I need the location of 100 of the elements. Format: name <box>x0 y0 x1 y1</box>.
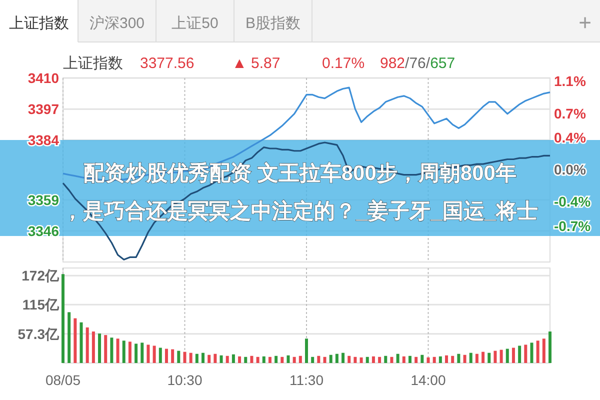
bar <box>244 356 248 363</box>
y2-tick-label: 0.7% <box>554 105 586 122</box>
bar <box>512 348 515 363</box>
bar <box>134 344 138 363</box>
bar <box>128 342 132 363</box>
bar <box>494 350 497 363</box>
bar <box>530 342 534 363</box>
y-tick-label: 57.3亿 <box>18 326 60 342</box>
bar <box>256 356 260 363</box>
x-tick-label: 08/05 <box>45 372 81 388</box>
text: 上证指数 <box>9 15 69 32</box>
bar <box>475 354 478 363</box>
bar <box>463 354 466 363</box>
bar <box>262 356 266 363</box>
bar <box>177 350 180 363</box>
bar <box>469 352 472 363</box>
bar <box>274 356 278 363</box>
bar <box>506 348 509 363</box>
y2-tick-label: 1.1% <box>554 73 586 90</box>
bar <box>548 332 552 363</box>
bar <box>116 338 120 363</box>
bar <box>140 342 144 363</box>
bar <box>62 274 64 363</box>
y-tick-label: 3397 <box>28 101 60 118</box>
bar <box>426 357 430 363</box>
bar <box>238 356 242 363</box>
bar <box>402 356 406 363</box>
bar <box>286 355 290 363</box>
bar <box>432 356 436 363</box>
bar <box>445 355 448 363</box>
bar <box>335 354 338 363</box>
bar <box>329 354 332 363</box>
bar <box>292 356 296 363</box>
bar <box>202 352 205 363</box>
bar <box>390 356 394 363</box>
bar <box>420 354 424 363</box>
y-tick-label: 3346 <box>28 222 60 239</box>
bar <box>146 344 150 363</box>
y-tick-label: 115亿 <box>22 296 60 313</box>
bar <box>372 356 375 363</box>
bar <box>220 355 223 363</box>
text: 上证50 <box>172 15 218 32</box>
bar <box>226 356 229 363</box>
bar <box>232 354 235 363</box>
text: ▲ 5.87 <box>232 55 280 72</box>
bar <box>360 357 363 363</box>
bar <box>74 318 77 363</box>
bar <box>536 340 540 363</box>
bar <box>348 356 351 363</box>
bar <box>208 354 211 363</box>
bar <box>451 356 454 363</box>
bar <box>152 346 156 363</box>
bar <box>298 356 302 363</box>
line-series <box>62 142 551 260</box>
bar <box>457 354 460 363</box>
bar <box>311 356 314 363</box>
bar <box>214 354 217 363</box>
bar <box>268 356 272 363</box>
y-tick-label: 172亿 <box>22 268 60 284</box>
bar <box>414 356 418 363</box>
bar <box>500 350 503 363</box>
y2-tick-label: 0.0% <box>554 162 586 178</box>
line-series <box>62 86 551 182</box>
bar <box>104 335 108 363</box>
bar <box>122 340 126 363</box>
text: 0.17% <box>322 55 365 72</box>
bar <box>408 356 412 363</box>
text: B股指数 <box>245 15 301 32</box>
bar <box>342 352 345 363</box>
bar <box>518 346 522 363</box>
bar <box>378 356 382 363</box>
bar <box>305 338 308 363</box>
bar <box>438 356 442 363</box>
text: 沪深300 <box>89 15 145 32</box>
bar <box>195 354 198 363</box>
bar <box>354 356 357 363</box>
bar <box>171 349 174 363</box>
bar <box>482 352 485 363</box>
bar <box>98 334 102 363</box>
bar <box>183 352 186 363</box>
y-tick-label: 3410 <box>28 70 60 86</box>
text: 3377.56 <box>140 55 194 72</box>
bar <box>250 356 254 363</box>
bar <box>317 356 320 363</box>
bar <box>110 338 114 363</box>
bar <box>68 312 71 363</box>
chart-title: 上证指数 <box>63 55 123 72</box>
bar <box>384 356 388 363</box>
x-tick-label: 10:30 <box>167 372 202 388</box>
bar <box>366 356 369 363</box>
bar <box>542 338 546 363</box>
text: + <box>578 10 592 35</box>
bar <box>323 356 326 363</box>
bar <box>189 352 192 363</box>
x-tick-label: 14:00 <box>410 372 446 388</box>
bar <box>488 352 491 363</box>
x-tick-label: 11:30 <box>290 372 324 388</box>
y2-tick-label: -0.4% <box>554 194 592 210</box>
bar <box>158 348 162 363</box>
bar <box>80 322 83 363</box>
